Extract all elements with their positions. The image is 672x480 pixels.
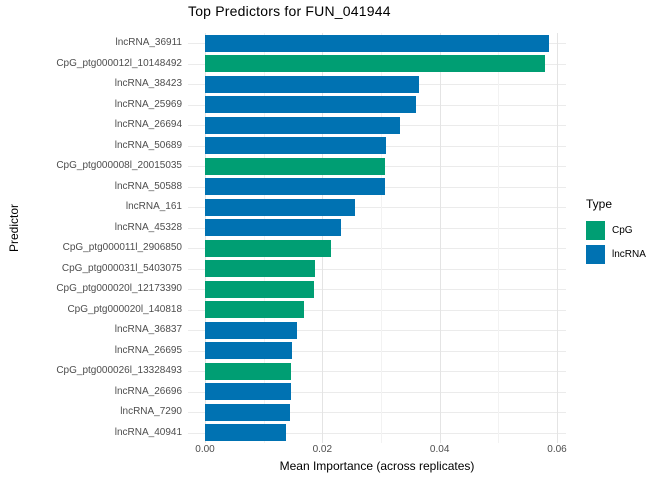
x-tick-label: 0.06: [547, 444, 567, 455]
legend-label: CpG: [612, 225, 633, 236]
bar-CpG_ptg000008l_20015035: [205, 157, 385, 175]
horizontal-gridline: [188, 248, 566, 250]
y-axis-label: lncRNA_45328: [114, 221, 182, 233]
horizontal-gridline: [188, 227, 566, 229]
horizontal-gridline: [188, 268, 566, 270]
major-gridline: [322, 33, 324, 443]
y-axis-label: lncRNA_38423: [114, 78, 182, 89]
horizontal-gridline: [188, 309, 566, 311]
y-axis-label: lncRNA_25969: [114, 98, 182, 110]
bar-lncRNA_45328: [205, 219, 342, 237]
bar-lncRNA_7290: [205, 403, 291, 421]
bar-lncRNA_50588: [205, 178, 385, 196]
minor-gridline: [381, 33, 382, 443]
bar-lncRNA_40941: [205, 424, 286, 442]
y-axis-label: CpG_ptg000026l_13328493: [56, 365, 182, 376]
bar-lncRNA_161: [205, 198, 356, 216]
x-axis-title: Mean Importance (across replicates): [279, 459, 475, 473]
x-tick-label: 0.02: [312, 444, 333, 455]
y-axis-labels: lncRNA_36911 CpG_ptg000012l_10148492 lncRN…: [0, 33, 182, 443]
x-tick-label: 0.00: [195, 444, 215, 455]
minor-gridline: [498, 33, 500, 443]
horizontal-gridline: [188, 371, 566, 373]
y-axis-label: lncRNA_26695: [114, 344, 182, 356]
y-axis-label: lncRNA_26694: [114, 119, 182, 130]
bar-CpG_ptg000031l_5403075: [205, 260, 315, 278]
bar-CpG_ptg000011l_2906850: [205, 239, 332, 257]
legend-title: Type: [586, 197, 613, 211]
y-axis-label: CpG_ptg000020l_140818: [67, 303, 182, 315]
bar-lncRNA_36837: [205, 321, 297, 339]
minor-gridline: [263, 33, 265, 443]
legend-key-swatch: [586, 245, 605, 264]
bar-lncRNA_36911: [205, 34, 549, 52]
bar-lncRNA_26696: [205, 383, 291, 401]
bar-CpG_ptg000020l_12173390: [205, 280, 315, 298]
horizontal-gridline: [188, 289, 566, 291]
y-axis-label: lncRNA_7290: [120, 406, 182, 417]
bar-lncRNA_38423: [205, 75, 419, 93]
y-axis-label: lncRNA_161: [125, 201, 182, 212]
chart-title: Top Predictors for FUN_041944: [188, 3, 391, 19]
y-axis-label: lncRNA_40941: [114, 426, 182, 438]
major-gridline: [557, 33, 558, 443]
legend-label: lncRNA: [612, 249, 646, 260]
bar-lncRNA_26695: [205, 342, 292, 360]
legend-key-swatch: [586, 221, 605, 240]
bar-lncRNA_26694: [205, 116, 401, 134]
bar-lncRNA_25969: [205, 96, 417, 114]
horizontal-gridline: [188, 330, 566, 332]
horizontal-gridline: [188, 207, 566, 209]
bar-lncRNA_50689: [205, 137, 387, 155]
bar-CpG_ptg000012l_10148492: [205, 55, 546, 73]
y-axis-label: CpG_ptg000012l_10148492: [56, 57, 182, 69]
x-tick-label: 0.04: [429, 444, 450, 455]
y-axis-label: lncRNA_26696: [114, 385, 182, 397]
plot-panel: [188, 33, 566, 443]
horizontal-gridline: [188, 391, 566, 393]
bar-CpG_ptg000020l_140818: [205, 301, 304, 319]
y-axis-label: CpG_ptg000020l_12173390: [56, 283, 182, 294]
y-axis-label: lncRNA_36837: [114, 324, 182, 335]
y-axis-label: lncRNA_50689: [114, 139, 182, 151]
legend-entry-lncRNA: lncRNA: [586, 245, 646, 264]
y-axis-label: CpG_ptg000008l_20015035: [56, 160, 182, 171]
horizontal-gridline: [188, 412, 566, 414]
major-gridline: [439, 33, 441, 443]
y-axis-label: CpG_ptg000031l_5403075: [61, 262, 182, 274]
bar-CpG_ptg000026l_13328493: [205, 362, 292, 380]
y-axis-label: CpG_ptg000011l_2906850: [62, 242, 182, 253]
legend-entries: CpG lncRNA: [586, 221, 646, 264]
y-axis-label: lncRNA_50588: [114, 180, 182, 192]
legend: Type CpG lncRNA: [586, 197, 646, 269]
legend-entry-CpG: CpG: [586, 221, 646, 240]
horizontal-gridline: [188, 432, 566, 434]
horizontal-gridline: [188, 350, 566, 352]
y-axis-label: lncRNA_36911: [115, 37, 182, 48]
major-gridline: [205, 33, 206, 443]
